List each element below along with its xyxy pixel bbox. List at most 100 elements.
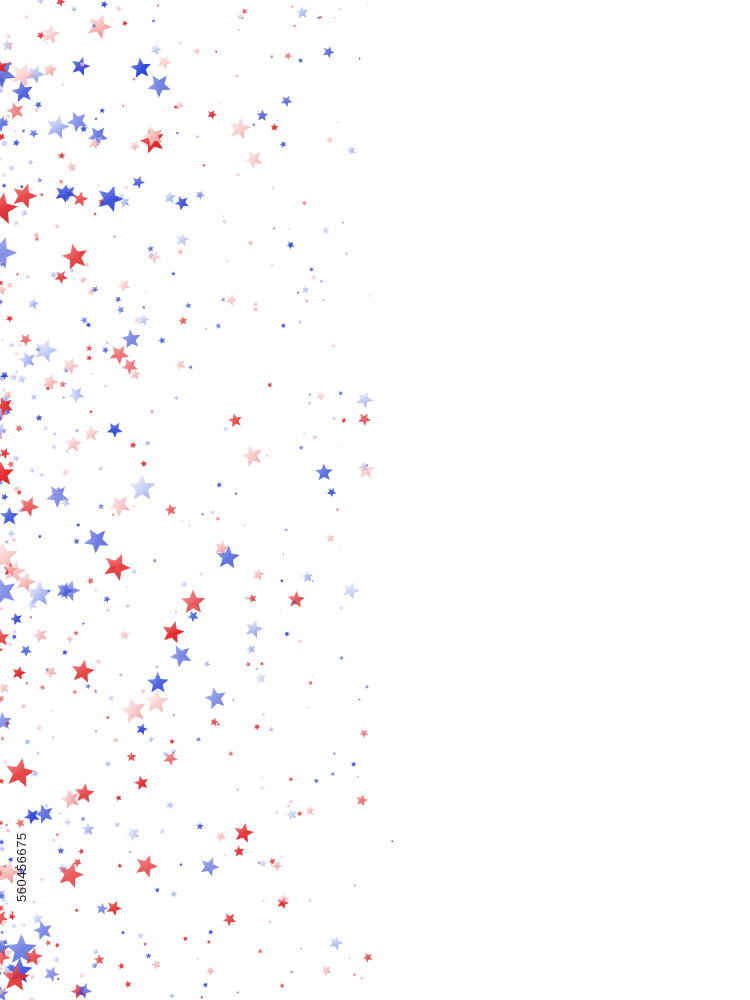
star — [0, 422, 8, 437]
star — [228, 413, 242, 428]
star — [244, 150, 263, 169]
star — [198, 571, 203, 577]
star — [319, 15, 323, 19]
star — [6, 757, 35, 787]
star — [270, 263, 275, 267]
star — [158, 827, 166, 834]
star — [87, 14, 112, 39]
star — [0, 777, 5, 785]
star — [302, 431, 306, 435]
star — [11, 80, 33, 103]
star — [271, 186, 275, 190]
star — [97, 502, 105, 510]
star — [94, 730, 98, 733]
star — [147, 251, 155, 259]
star — [214, 323, 222, 330]
star — [255, 666, 260, 671]
star — [21, 703, 27, 709]
star — [0, 711, 12, 730]
star — [256, 109, 259, 113]
star — [0, 406, 10, 421]
star — [243, 595, 249, 601]
star — [60, 580, 81, 602]
star — [0, 61, 16, 89]
star — [11, 629, 17, 635]
star — [87, 127, 108, 147]
star — [67, 185, 71, 189]
star — [15, 370, 19, 374]
star — [1, 39, 14, 51]
star — [10, 612, 22, 626]
star — [136, 854, 159, 878]
star — [44, 939, 51, 947]
star — [225, 259, 229, 263]
star — [340, 417, 347, 424]
star — [195, 736, 201, 743]
star — [208, 929, 214, 935]
star — [325, 533, 335, 543]
star — [67, 387, 85, 403]
star — [274, 810, 279, 815]
star — [39, 472, 45, 478]
star — [129, 368, 142, 380]
star — [114, 296, 122, 303]
star — [71, 659, 95, 683]
star — [47, 930, 51, 934]
star — [39, 877, 45, 882]
star — [29, 974, 35, 980]
star — [34, 338, 58, 363]
star — [3, 538, 10, 545]
star — [2, 987, 7, 992]
star — [221, 214, 225, 218]
star — [0, 133, 6, 141]
star — [4, 823, 9, 827]
star — [60, 497, 71, 508]
star — [14, 351, 19, 356]
star — [91, 286, 99, 294]
star — [131, 77, 136, 82]
star — [125, 585, 128, 589]
star — [66, 635, 74, 643]
star — [174, 359, 186, 371]
star — [72, 56, 91, 76]
star — [17, 507, 23, 513]
star — [11, 61, 37, 88]
star — [7, 164, 15, 172]
star — [173, 104, 179, 110]
star — [0, 461, 14, 486]
star — [74, 783, 95, 803]
star — [296, 810, 303, 817]
star — [54, 223, 61, 229]
star — [44, 666, 57, 679]
star — [195, 190, 205, 200]
star — [1, 963, 16, 977]
star — [116, 305, 125, 315]
star — [0, 299, 4, 306]
star — [37, 534, 42, 539]
star — [49, 270, 58, 279]
star — [287, 227, 291, 231]
star — [142, 941, 148, 946]
star — [20, 645, 32, 657]
star — [85, 321, 92, 328]
star — [280, 323, 286, 329]
star — [0, 988, 4, 996]
star — [169, 738, 175, 745]
star — [214, 50, 218, 53]
star — [105, 715, 110, 720]
star — [12, 138, 21, 147]
star — [343, 581, 360, 600]
star — [86, 577, 94, 585]
star — [106, 422, 123, 438]
star — [300, 947, 303, 950]
star — [157, 54, 173, 70]
star — [0, 825, 4, 829]
star — [0, 964, 5, 972]
star — [93, 212, 97, 216]
star — [297, 57, 304, 64]
star — [30, 393, 37, 401]
star — [329, 935, 344, 950]
star — [117, 962, 125, 970]
star — [88, 136, 101, 150]
star — [163, 190, 177, 204]
